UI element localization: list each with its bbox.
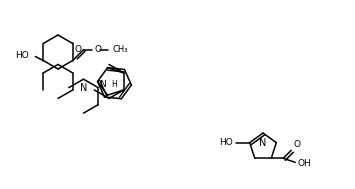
Text: O: O: [95, 45, 102, 54]
Text: CH₃: CH₃: [113, 45, 128, 54]
Text: O: O: [293, 140, 300, 149]
Text: N: N: [80, 83, 87, 93]
Text: HO: HO: [219, 138, 233, 147]
Text: N: N: [259, 138, 267, 148]
Text: HO: HO: [16, 51, 29, 60]
Text: O: O: [74, 45, 81, 54]
Text: OH: OH: [297, 159, 311, 168]
Text: N: N: [99, 80, 105, 89]
Text: H: H: [111, 80, 117, 89]
